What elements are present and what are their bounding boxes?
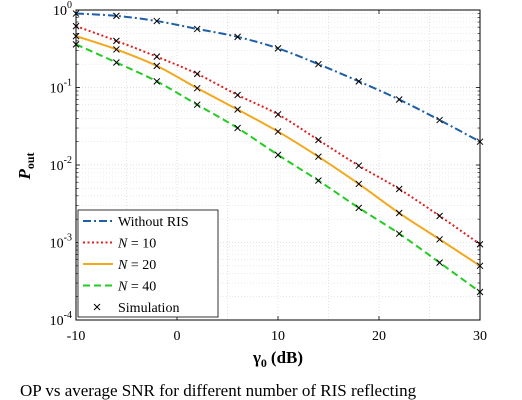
simulation-marker [153, 53, 161, 61]
x-tick-label: -10 [67, 329, 86, 344]
simulation-marker [476, 138, 484, 146]
simulation-marker [234, 33, 241, 41]
simulation-marker [476, 240, 484, 248]
series-line-n-40 [75, 43, 481, 293]
simulation-marker [153, 62, 161, 70]
simulation-marker [315, 136, 322, 144]
legend-entry: Simulation [93, 301, 179, 316]
legend: Without RIS N = 10 N = 20 N = 40 Simulation [77, 209, 219, 318]
simulation-marker [234, 91, 241, 99]
y-tick-label: 10-1 [50, 78, 72, 97]
simulation-marker [72, 22, 80, 30]
simulation-marker [355, 78, 363, 85]
x-axis-label: γ0 (dB) [252, 348, 303, 370]
simulation-marker [193, 25, 201, 33]
x-tick-label: 0 [174, 329, 181, 344]
simulation-marker [436, 212, 443, 220]
legend-marker [93, 303, 101, 311]
simulation-marker [72, 10, 80, 17]
legend-entry: Without RIS [83, 215, 189, 230]
simulation-marker [476, 262, 484, 270]
simulation-marker [113, 12, 120, 20]
simulation-marker [436, 235, 443, 243]
legend-label: N = 20 [117, 258, 156, 273]
legend-entry: N = 20 [83, 258, 156, 273]
series-line-without-ris [75, 12, 481, 143]
simulation-marker [274, 44, 282, 52]
simulation-marker [395, 96, 403, 103]
simulation-marker [395, 230, 403, 238]
legend-entry: N = 40 [83, 280, 156, 295]
legend-label: N = 40 [117, 280, 156, 295]
y-tick-label: 10-3 [50, 233, 72, 252]
simulation-marker [476, 288, 484, 296]
simulation-marker [113, 46, 120, 53]
simulation-marker [113, 37, 120, 45]
x-tick-label: 20 [372, 329, 386, 344]
y-tick-label: 100 [53, 0, 72, 19]
y-tick-label: 10-4 [50, 310, 72, 329]
y-tick-label: 10-2 [50, 155, 72, 174]
figure-caption: OP vs average SNR for different number o… [20, 381, 417, 400]
simulation-marker [153, 17, 161, 25]
simulation-marker [72, 41, 80, 48]
axis-ticks: -10 0 10 20 30 100 10-1 10-2 10-3 10-4 [50, 0, 487, 344]
series-layer [72, 10, 484, 296]
simulation-marker [193, 70, 201, 78]
simulation-marker [113, 59, 120, 66]
simulation-marker [193, 84, 201, 92]
simulation-marker [315, 60, 322, 68]
simulation-marker [153, 78, 161, 85]
x-tick-label: 30 [473, 329, 487, 344]
simulation-marker [355, 162, 363, 170]
x-tick-label: 10 [271, 329, 285, 344]
simulation-marker [193, 101, 201, 109]
simulation-marker [395, 209, 403, 217]
simulation-marker [234, 106, 241, 113]
legend-label: Without RIS [118, 215, 189, 230]
simulation-marker [436, 116, 443, 124]
simulation-marker [315, 177, 322, 184]
legend-label: N = 10 [117, 237, 156, 252]
legend-entry: N = 10 [83, 237, 156, 252]
simulation-marker [72, 32, 80, 40]
simulation-marker [234, 124, 241, 132]
legend-label: Simulation [118, 301, 179, 316]
simulation-marker [274, 128, 282, 135]
simulation-marker [436, 259, 443, 266]
simulation-marker [395, 185, 403, 193]
simulation-marker [315, 153, 322, 161]
simulation-marker [355, 180, 363, 188]
simulation-marker [274, 111, 282, 118]
simulation-marker [274, 151, 282, 159]
y-axis-label: Pout [15, 152, 37, 180]
simulation-marker [355, 204, 363, 212]
